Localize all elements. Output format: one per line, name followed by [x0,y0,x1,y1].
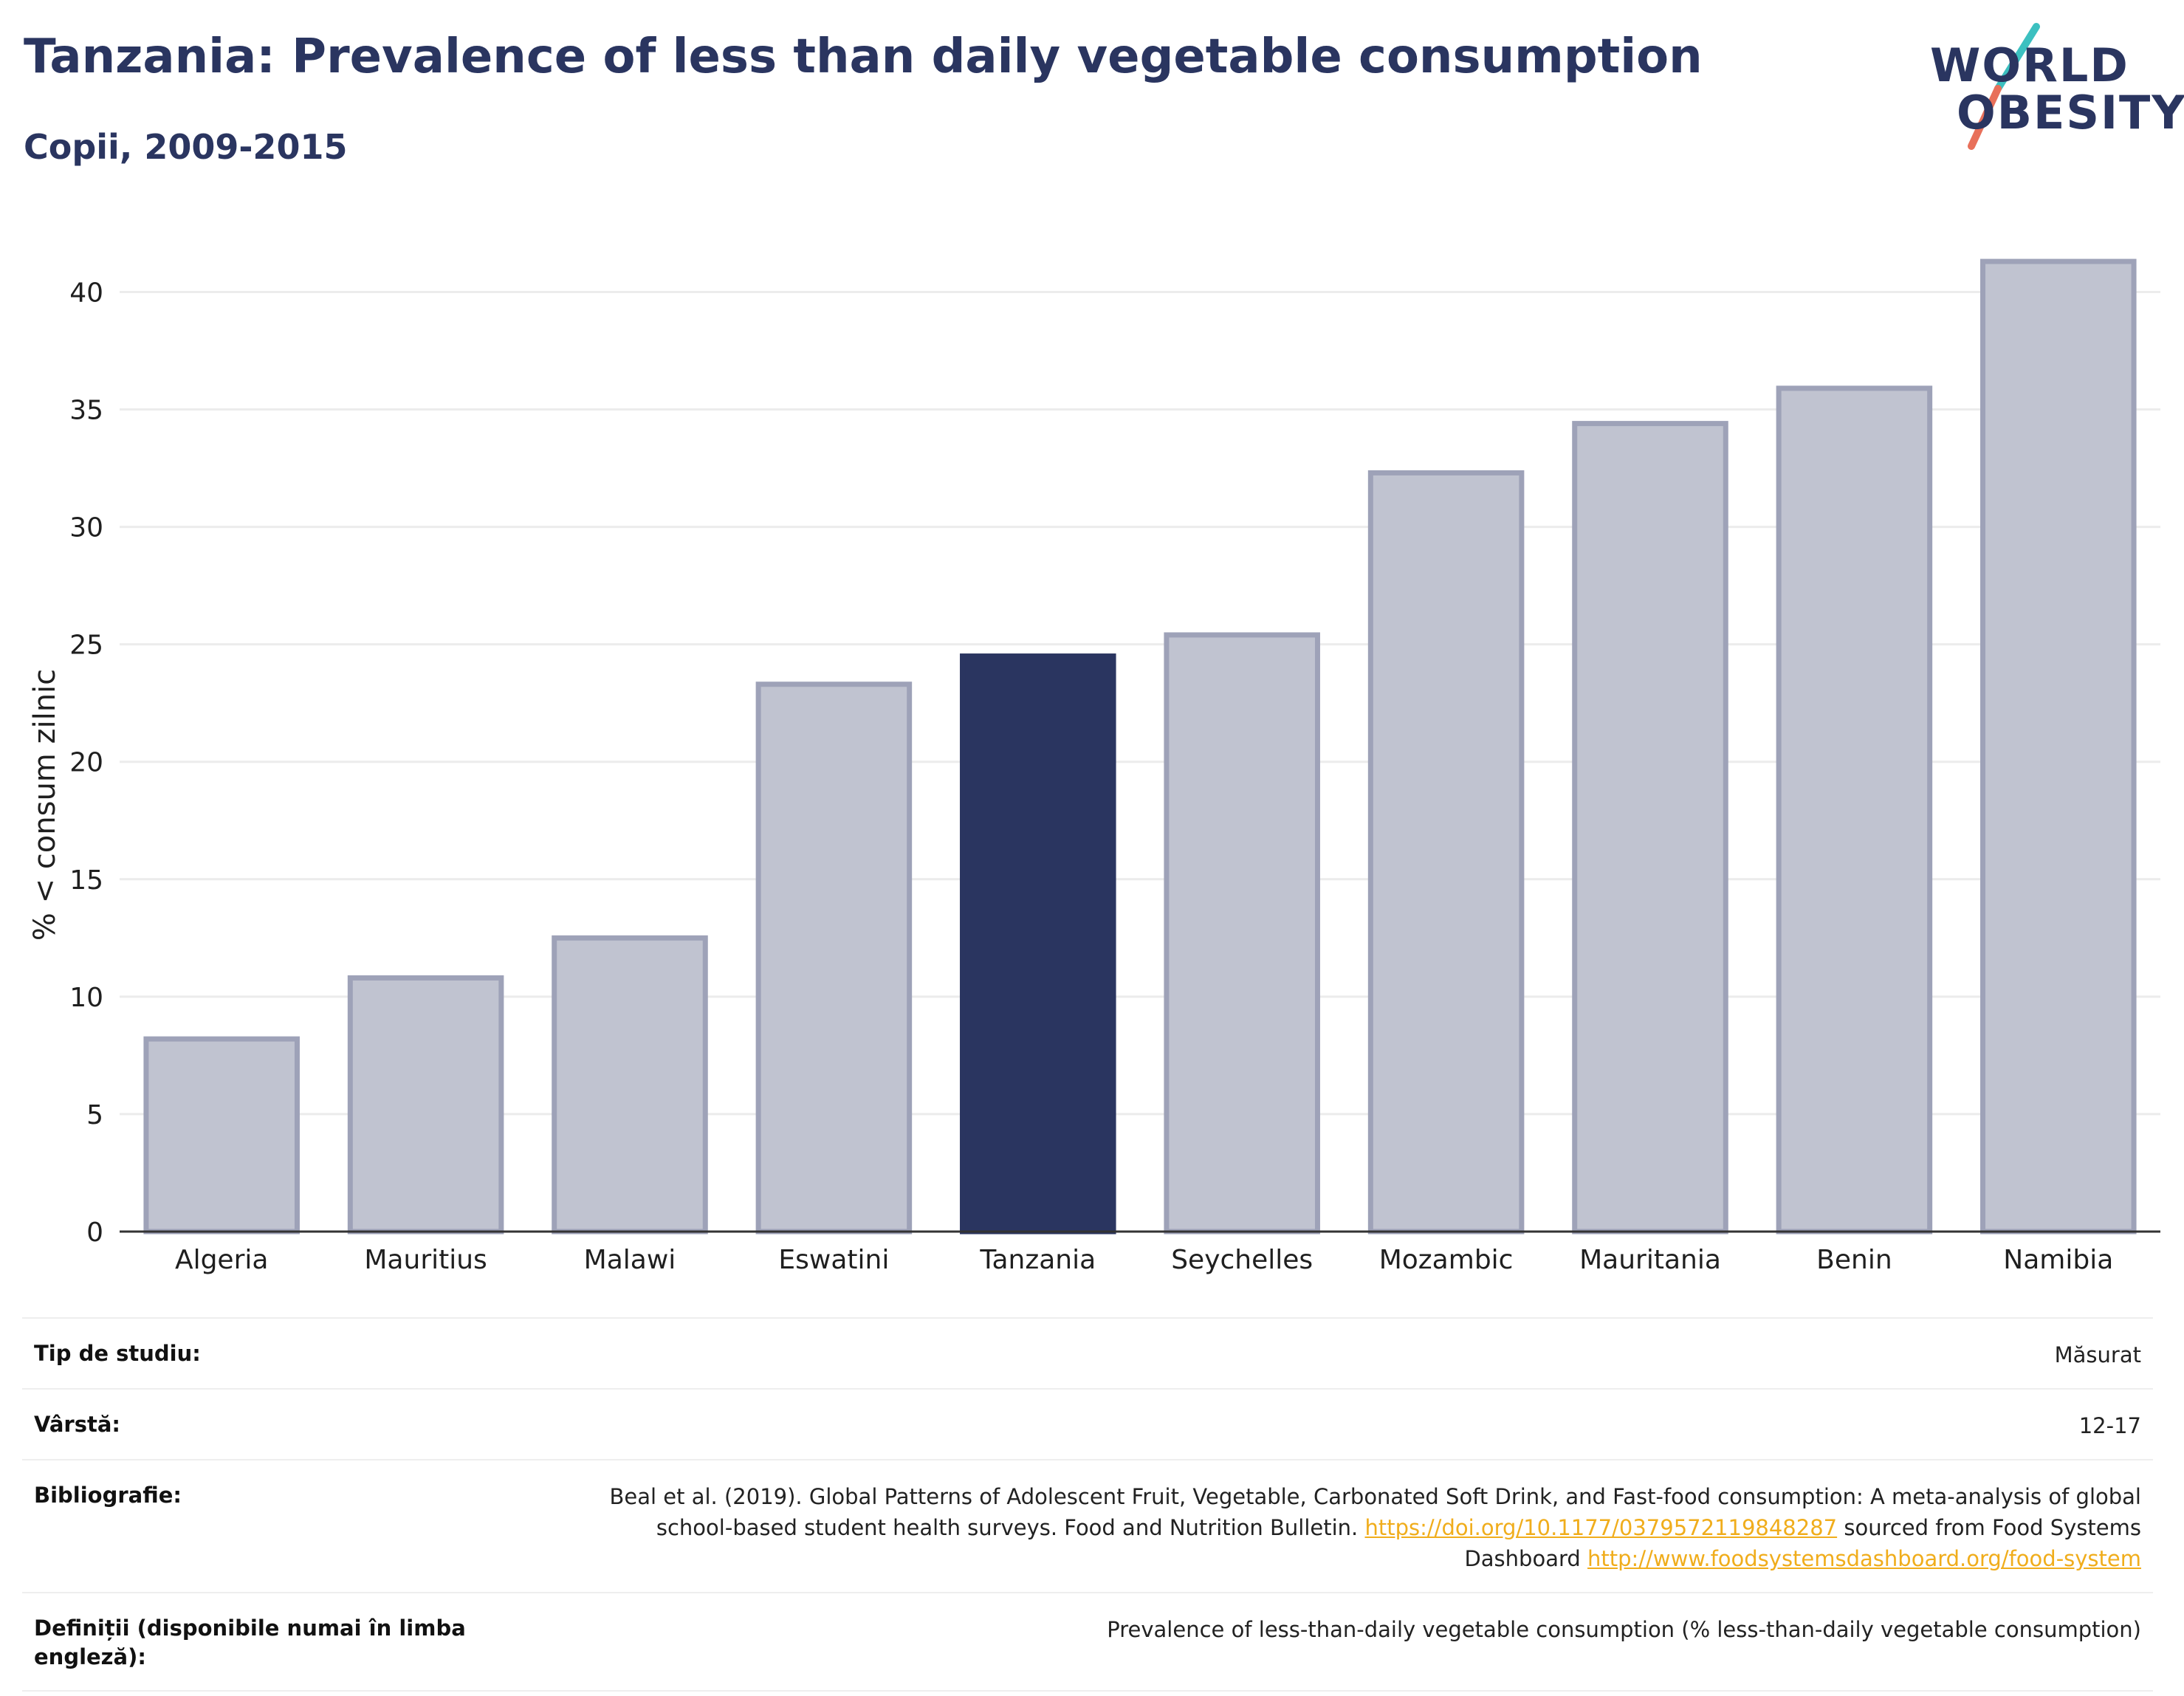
meta-row-definitions: Definiții (disponibile numai în limba en… [22,1592,2153,1692]
x-tick-label: Namibia [2003,1245,2113,1275]
logo-word-obesity: OBESITY [1957,86,2184,140]
y-tick-label: 35 [69,396,103,426]
x-tick-label: Mauritius [364,1245,487,1275]
y-axis-label: % < consum zilnic [28,669,62,941]
food-systems-link[interactable]: http://www.foodsystemsdashboard.org/food… [1587,1546,2141,1572]
y-tick-label: 10 [69,983,103,1013]
bibliography-text: Beal et al. (2019). Global Patterns of A… [609,1484,2141,1541]
bar-chart: 0 5 10 15 20 25 30 35 40 Algeria Mauritius Malawi Es… [28,258,2160,1275]
metadata-table: Tip de studiu: Măsurat Vârstă: 12-17 Bib… [22,1317,2153,1692]
meta-row-study-type: Tip de studiu: Măsurat [22,1317,2153,1388]
chart-axes: 0 5 10 15 20 25 30 35 40 Algeria Mauritius Malawi Es… [69,278,2160,1275]
study-type-label: Tip de studiu: [34,1341,201,1366]
x-tick-label: Mozambic [1379,1245,1514,1275]
x-tick-label: Seychelles [1171,1245,1313,1275]
meta-row-age: Vârstă: 12-17 [22,1388,2153,1459]
bar-algeria[interactable] [143,1036,300,1235]
age-label: Vârstă: [34,1412,121,1438]
y-tick-label: 5 [86,1100,103,1130]
y-tick-label: 30 [69,513,103,543]
bar-mauritania[interactable] [1572,421,1728,1235]
x-tick-label: Algeria [175,1245,269,1275]
bar-mozambic[interactable] [1367,470,1525,1235]
definitions-value: Prevalence of less-than-daily vegetable … [1107,1617,2141,1643]
y-tick-label: 25 [69,631,103,661]
bar-seychelles[interactable] [1164,632,1320,1235]
bibliography-label: Bibliografie: [34,1483,182,1508]
definitions-label: Definiții (disponibile numai în limba en… [34,1616,466,1670]
x-tick-label: Benin [1816,1245,1892,1275]
world-obesity-logo: WORLD OBESITY [1927,22,2184,155]
x-tick-label: Tanzania [979,1245,1096,1275]
doi-link[interactable]: https://doi.org/10.1177/0379572119848287 [1364,1515,1838,1541]
y-tick-label: 15 [69,865,103,896]
bar-tanzania[interactable] [960,653,1116,1235]
bar-malawi[interactable] [552,935,708,1235]
bar-namibia[interactable] [1980,258,2137,1235]
page-title: Tanzania: Prevalence of less than daily … [24,30,1703,84]
study-type-value: Măsurat [2054,1342,2141,1367]
bar-benin[interactable] [1776,385,1933,1235]
meta-row-bibliography: Bibliografie: Beal et al. (2019). Global… [22,1459,2153,1592]
x-tick-label: Malawi [584,1245,676,1275]
x-tick-label: Eswatini [778,1245,889,1275]
logo-slash-icon [1968,23,2040,150]
bibliography-source-text: sourced from Food Systems Dashboard [1464,1515,2141,1572]
bar-mauritius[interactable] [347,975,504,1235]
logo-word-world: WORLD [1930,38,2129,92]
y-tick-label: 20 [69,748,103,778]
chart-bars [143,258,2137,1235]
age-value: 12-17 [2078,1413,2141,1439]
y-tick-label: 40 [69,278,103,308]
page-subtitle: Copii, 2009-2015 [24,127,348,167]
bar-eswatini[interactable] [755,682,913,1235]
y-tick-label: 0 [86,1218,103,1248]
x-tick-label: Mauritania [1579,1245,1721,1275]
bibliography-value: Beal et al. (2019). Global Patterns of A… [561,1481,2141,1574]
